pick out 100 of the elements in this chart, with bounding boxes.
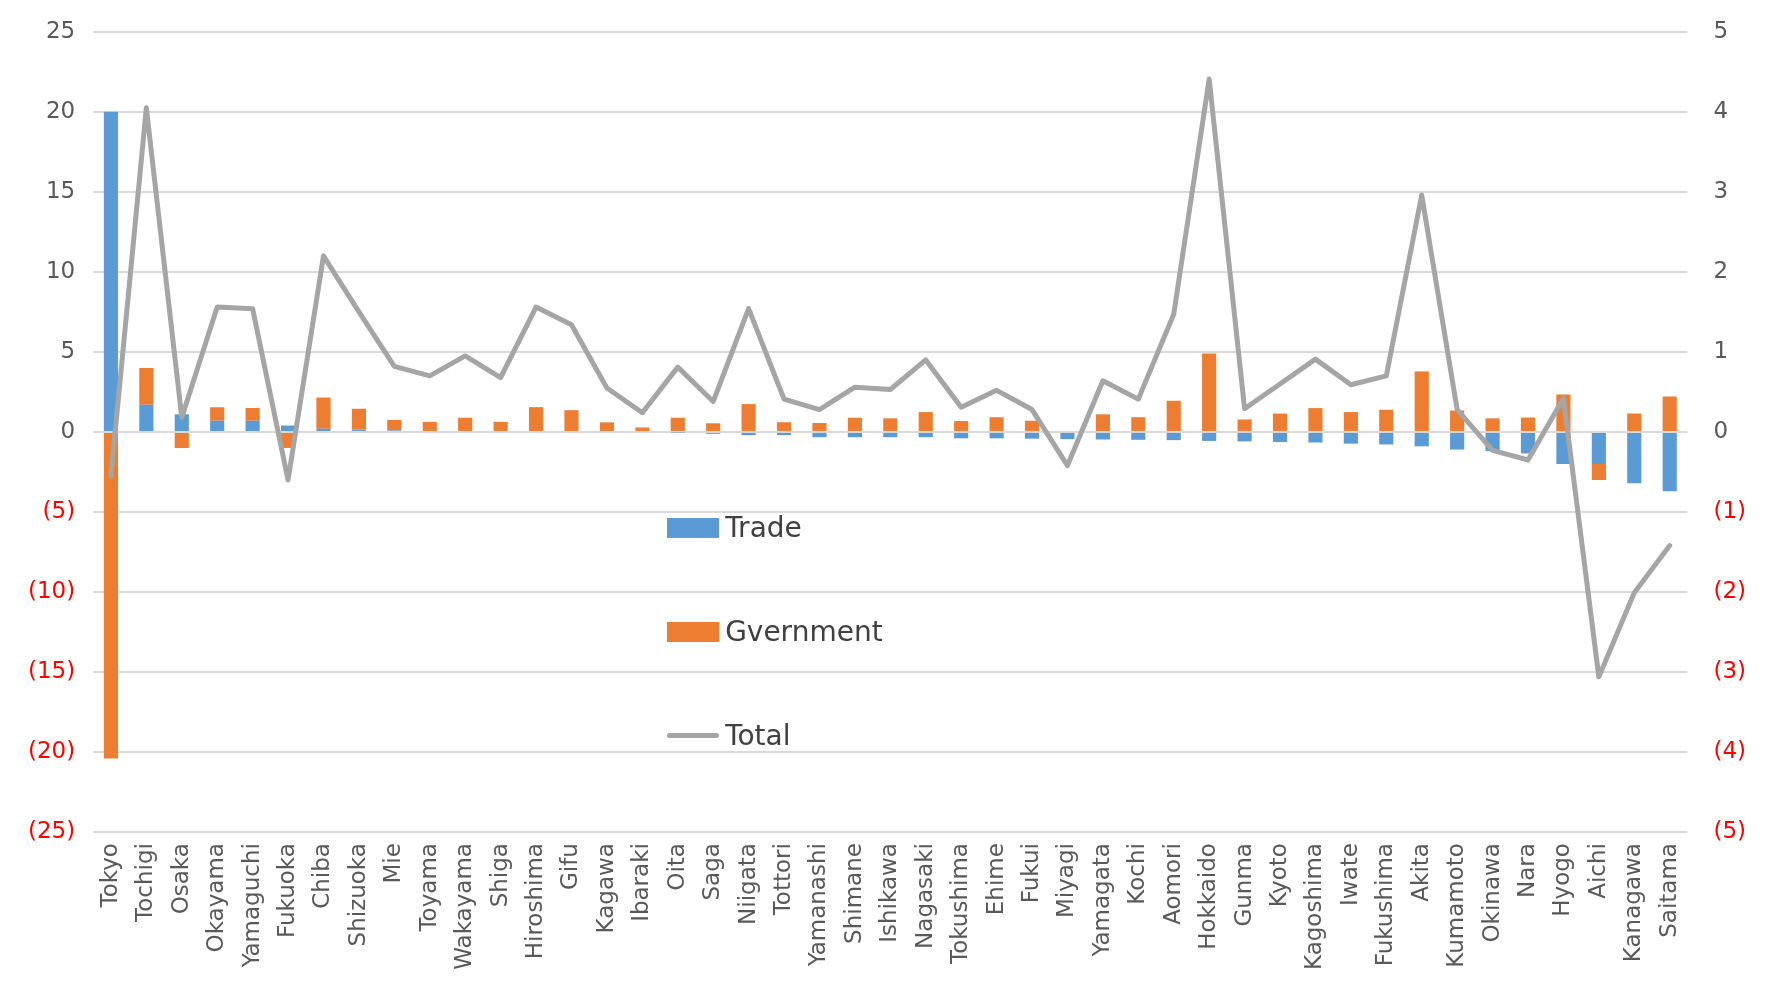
bar [599, 422, 614, 431]
bar [954, 432, 969, 439]
x-tick-label: Mie [379, 843, 406, 884]
y2-tick-label: 2 [1713, 256, 1729, 283]
bar [670, 417, 685, 431]
bar [1166, 400, 1181, 431]
x-tick-label: Okayama [202, 843, 229, 953]
y2-tick-label: (5) [1713, 817, 1747, 844]
x-tick-label: Miyagi [1052, 843, 1079, 919]
y2-tick-label: 3 [1713, 176, 1729, 203]
legend-label: Total [725, 719, 791, 753]
bar [1379, 409, 1394, 431]
bar [1591, 432, 1606, 464]
x-tick-label: Hyogo [1548, 843, 1575, 917]
x-tick-label: Nara [1512, 843, 1539, 898]
x-tick-label: Kumamoto [1442, 843, 1469, 968]
bar [493, 421, 508, 431]
bar [1627, 413, 1642, 431]
bar [1591, 463, 1606, 480]
bar [635, 427, 650, 431]
bar [989, 432, 1004, 439]
legend-label: Gvernment [725, 615, 883, 649]
x-tick-label: Yamanashi [804, 843, 831, 968]
y-tick-label: 5 [60, 336, 76, 363]
bar [1520, 417, 1536, 431]
bar [316, 397, 331, 429]
x-tick-label: Saga [698, 843, 725, 901]
y2-tick-label: (1) [1713, 496, 1747, 523]
bar [847, 432, 862, 438]
bar [1060, 432, 1075, 440]
bar [1024, 420, 1040, 431]
bar [883, 432, 898, 438]
bar [1308, 408, 1323, 431]
x-tick-label: Kagawa [591, 843, 618, 934]
x-tick-label: Tokushima [946, 843, 973, 965]
x-tick-label: Shimane [839, 843, 866, 944]
y-tick-label: (15) [27, 657, 76, 684]
x-tick-label: Tottori [769, 843, 795, 917]
x-tick-label: Osaka [166, 843, 193, 915]
x-tick-label: Shizuoka [343, 843, 370, 947]
x-tick-label: Oita [662, 843, 689, 891]
y2-tick-label: 5 [1713, 16, 1729, 43]
bar [1343, 412, 1358, 431]
x-tick-label: Tochigi [131, 843, 158, 923]
x-tick-label: Fukuoka [273, 843, 300, 938]
bar [351, 408, 366, 430]
x-tick-label: Nagasaki [910, 843, 937, 949]
x-tick-label: Ibaraki [627, 843, 654, 922]
bar [210, 420, 225, 431]
bar [776, 432, 792, 436]
bar [1343, 432, 1358, 444]
y-tick-label: 25 [45, 16, 76, 43]
x-tick-label: Saitama [1654, 843, 1681, 938]
x-tick-label: Gifu [556, 843, 583, 890]
x-tick-label: Wakayama [450, 843, 477, 970]
bar [210, 407, 225, 421]
bar [1095, 414, 1110, 431]
bar [706, 423, 721, 431]
y-tick-label: (5) [42, 496, 76, 523]
bar [918, 432, 933, 438]
bar [812, 432, 827, 438]
bar [1414, 432, 1429, 447]
x-tick-label: Kagoshima [1300, 843, 1327, 971]
y2-tick-label: 1 [1713, 336, 1729, 363]
x-tick-label: Akita [1406, 843, 1433, 902]
x-tick-label: Shiga [485, 843, 512, 908]
bar [245, 420, 260, 431]
bar [1024, 432, 1040, 439]
bar [1095, 432, 1110, 440]
x-tick-label: Kochi [1123, 843, 1150, 905]
bar [1308, 432, 1323, 443]
y-tick-label: 20 [45, 96, 76, 123]
bar [1272, 413, 1288, 431]
bar [1662, 396, 1677, 431]
x-tick-label: Chiba [308, 843, 335, 909]
y-tick-label: 15 [45, 176, 76, 203]
bar [387, 419, 402, 431]
x-tick-label: Toyama [414, 843, 441, 933]
bar [1379, 432, 1394, 445]
bar [174, 432, 189, 448]
legend-label: Trade [725, 511, 802, 545]
x-tick-label: Kanagawa [1619, 843, 1646, 963]
x-tick-label: Ishikawa [875, 843, 902, 943]
bar [245, 407, 260, 421]
bar [139, 404, 154, 431]
bar [1131, 417, 1146, 431]
y-tick-label: 10 [45, 256, 76, 283]
bar [1237, 419, 1252, 431]
bar [812, 422, 827, 431]
bar [1450, 432, 1465, 450]
bar [741, 404, 756, 431]
x-tick-label: Ehime [981, 843, 1008, 916]
x-tick-label: Gunma [1229, 843, 1256, 927]
x-tick-label: Fukui [1016, 843, 1043, 904]
y2-tick-label: (2) [1713, 576, 1747, 603]
y-tick-label: (20) [27, 737, 76, 764]
y-tick-label: (10) [27, 576, 76, 603]
y-tick-label: 0 [60, 416, 76, 443]
bar [954, 421, 969, 431]
x-tick-label: Tokyo [95, 843, 122, 909]
